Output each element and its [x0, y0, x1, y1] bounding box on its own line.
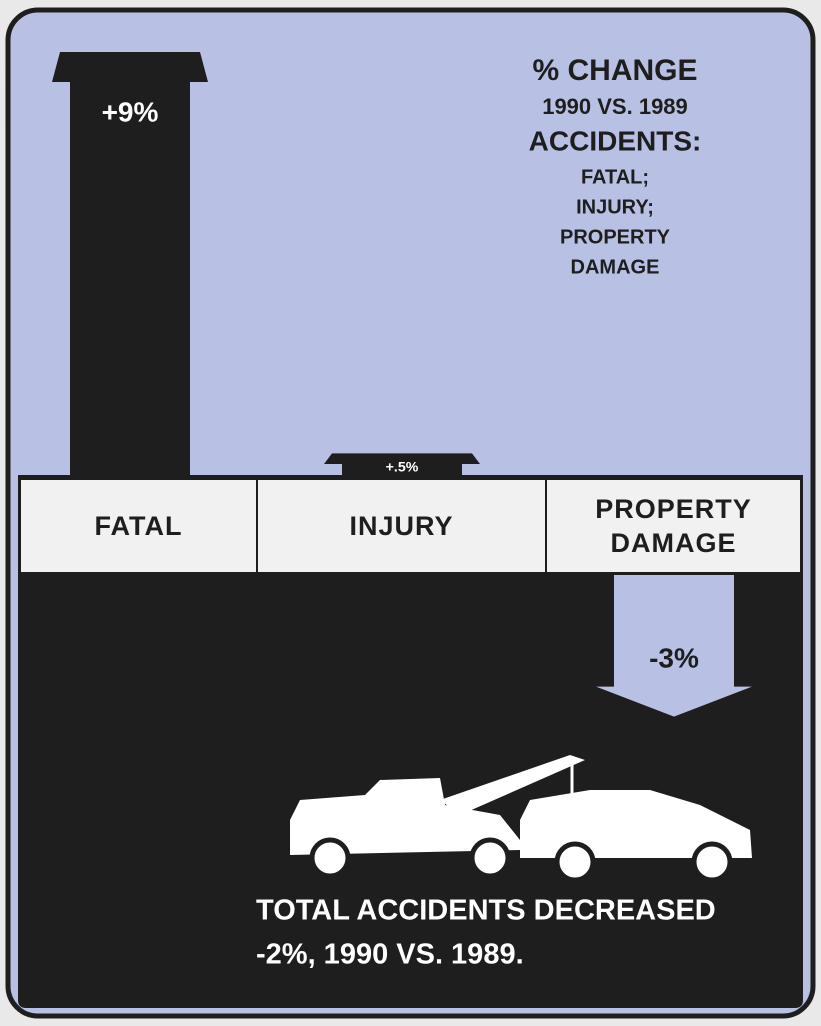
chart-title: PROPERTY: [560, 226, 671, 248]
chart-title: INJURY;: [576, 196, 654, 218]
category-label: FATAL: [94, 511, 183, 541]
footnote: TOTAL ACCIDENTS DECREASED: [256, 895, 716, 927]
category-label: INJURY: [349, 511, 454, 541]
value-label: -3%: [649, 642, 699, 673]
marks: +9% +.5% -3% % CHANGE 1990 VS. 1989 ACCIDENTS…: [52, 52, 752, 971]
value-label: +9%: [102, 96, 159, 127]
chart-title: ACCIDENTS:: [529, 125, 702, 156]
value-label: +.5%: [386, 459, 419, 475]
tow-truck: [290, 755, 752, 883]
category-box: [21, 480, 256, 572]
chart-title: DAMAGE: [571, 256, 660, 278]
chart-title: 1990 VS. 1989: [542, 94, 688, 119]
arrow-bar: [52, 52, 208, 477]
arrow-bar: [596, 575, 752, 717]
category-box: [258, 480, 545, 572]
arrow-bar: [324, 453, 480, 477]
category-label: PROPERTY DAMAGE: [595, 494, 752, 558]
category-box: [547, 480, 800, 572]
footnote: -2%, 1990 VS. 1989.: [256, 939, 524, 971]
chart-title: FATAL;: [581, 166, 649, 188]
chart-title: % CHANGE: [532, 54, 697, 87]
